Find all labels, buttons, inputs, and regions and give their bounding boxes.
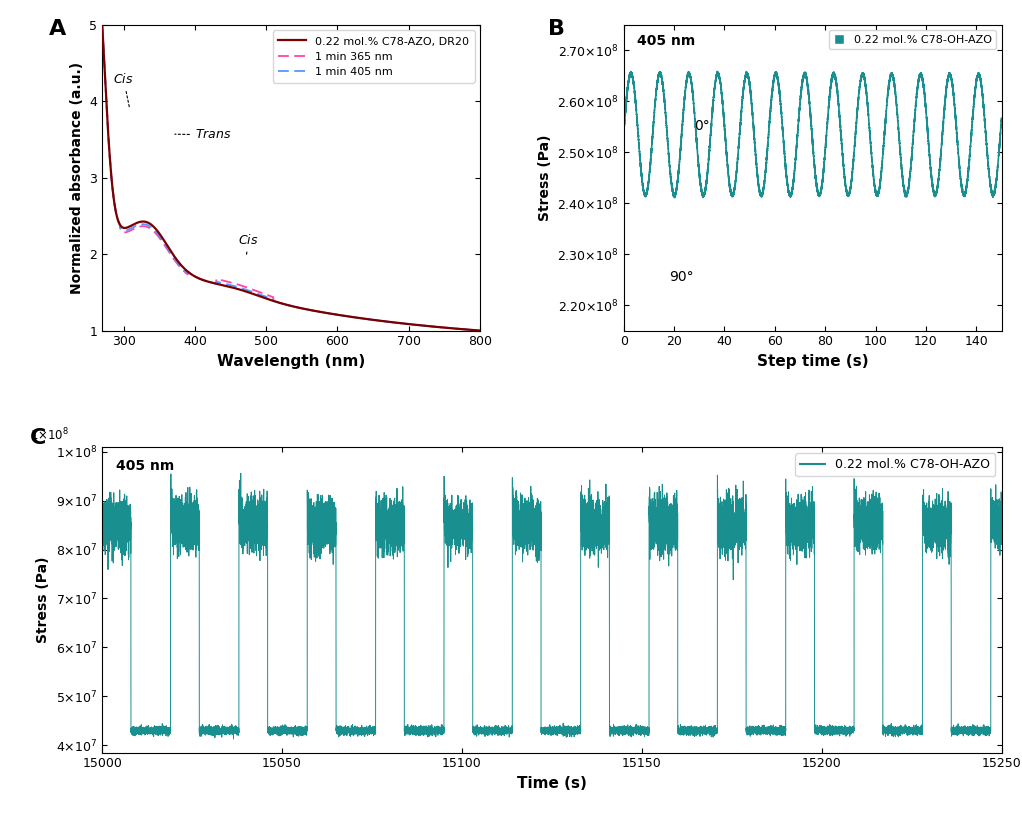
Line: 1 min 405 nm: 1 min 405 nm <box>102 25 480 331</box>
0.22 mol.% C78-AZO, DR20 <box>474 326 486 336</box>
X-axis label: Time (s): Time (s) <box>517 776 587 791</box>
1 min 365 nm <box>249 285 262 295</box>
Text: $\it{Trans}$: $\it{Trans}$ <box>175 128 232 141</box>
0.22 mol.% C78-AZO, DR20 <box>249 289 262 299</box>
Text: $\it{Cis}$: $\it{Cis}$ <box>113 72 134 108</box>
1 min 405 nm <box>356 313 368 323</box>
1 min 405 nm <box>390 318 403 327</box>
Text: B: B <box>548 19 565 39</box>
Text: $\it{Cis}$: $\it{Cis}$ <box>238 232 259 255</box>
1 min 405 nm <box>263 293 275 303</box>
0.22 mol.% C78-AZO, DR20 <box>398 318 410 328</box>
1 min 405 nm <box>474 326 486 336</box>
Text: 90°: 90° <box>669 270 694 284</box>
1 min 365 nm <box>135 222 147 232</box>
Line: 1 min 365 nm: 1 min 365 nm <box>102 25 480 331</box>
1 min 405 nm <box>398 318 410 328</box>
1 min 405 nm <box>96 20 108 30</box>
Text: 0°: 0° <box>694 119 710 133</box>
Line: 0.22 mol.% C78-AZO, DR20: 0.22 mol.% C78-AZO, DR20 <box>102 25 480 331</box>
Y-axis label: Stress (Pa): Stress (Pa) <box>538 135 552 221</box>
0.22 mol.% C78-AZO, DR20 <box>356 313 368 323</box>
1 min 405 nm <box>135 219 147 229</box>
Legend: 0.22 mol.% C78-AZO, DR20, 1 min 365 nm, 1 min 405 nm: 0.22 mol.% C78-AZO, DR20, 1 min 365 nm, … <box>273 31 474 83</box>
Text: C: C <box>31 428 47 448</box>
Text: 1×10$^8$: 1×10$^8$ <box>31 427 69 444</box>
1 min 365 nm <box>263 290 275 300</box>
0.22 mol.% C78-AZO, DR20 <box>263 294 275 304</box>
1 min 365 nm <box>474 326 486 336</box>
1 min 365 nm <box>96 20 108 30</box>
X-axis label: Step time (s): Step time (s) <box>757 354 869 369</box>
0.22 mol.% C78-AZO, DR20 <box>135 217 147 227</box>
1 min 405 nm <box>249 288 262 298</box>
Y-axis label: Normalized absorbance (a.u.): Normalized absorbance (a.u.) <box>69 62 84 294</box>
0.22 mol.% C78-AZO, DR20 <box>390 318 403 327</box>
Text: A: A <box>49 19 66 39</box>
1 min 365 nm <box>390 318 403 327</box>
0.22 mol.% C78-AZO, DR20 <box>96 20 108 30</box>
Y-axis label: Stress (Pa): Stress (Pa) <box>37 557 50 643</box>
Legend: 0.22 mol.% C78-OH-AZO: 0.22 mol.% C78-OH-AZO <box>829 31 996 50</box>
Legend: 0.22 mol.% C78-OH-AZO: 0.22 mol.% C78-OH-AZO <box>795 453 995 476</box>
Text: 405 nm: 405 nm <box>115 459 174 473</box>
1 min 365 nm <box>398 318 410 328</box>
X-axis label: Wavelength (nm): Wavelength (nm) <box>217 354 365 369</box>
1 min 365 nm <box>356 313 368 323</box>
Text: 405 nm: 405 nm <box>637 34 695 48</box>
